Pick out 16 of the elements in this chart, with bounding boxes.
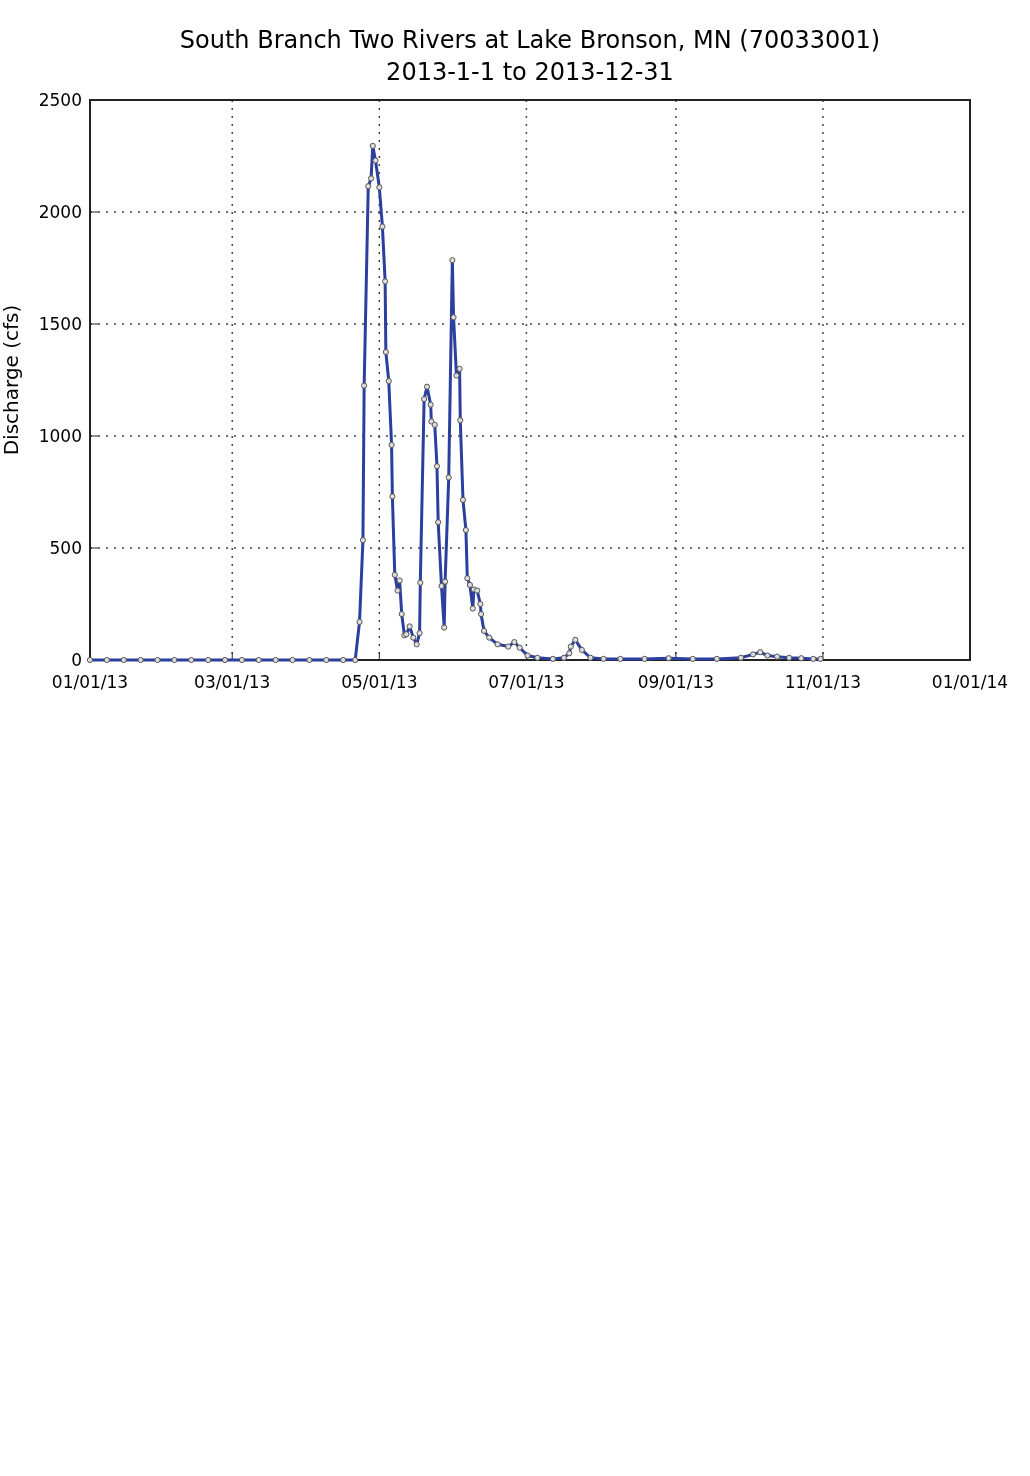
x-tick-label: 11/01/13 xyxy=(784,671,862,692)
x-tick-label: 01/01/13 xyxy=(51,671,129,692)
x-tick-label: 01/01/14 xyxy=(931,671,1009,692)
y-tick-label: 1000 xyxy=(38,425,82,446)
x-tick-label: 09/01/13 xyxy=(637,671,715,692)
chart-subtitle: 2013-1-1 to 2013-12-31 xyxy=(386,58,674,86)
y-axis-title: Discharge (cfs) xyxy=(0,304,23,456)
y-tick-label: 2000 xyxy=(38,201,82,222)
y-tick-label: 500 xyxy=(49,537,82,558)
x-tick-label: 07/01/13 xyxy=(488,671,565,692)
y-tick-label: 0 xyxy=(71,649,82,670)
y-tick-label: 1500 xyxy=(38,313,82,334)
chart-title: South Branch Two Rivers at Lake Bronson, MN (70033001) xyxy=(179,26,881,54)
x-tick-label: 03/01/13 xyxy=(194,671,271,692)
x-tick-label: 05/01/13 xyxy=(341,671,418,692)
y-tick-label: 2500 xyxy=(38,89,82,110)
